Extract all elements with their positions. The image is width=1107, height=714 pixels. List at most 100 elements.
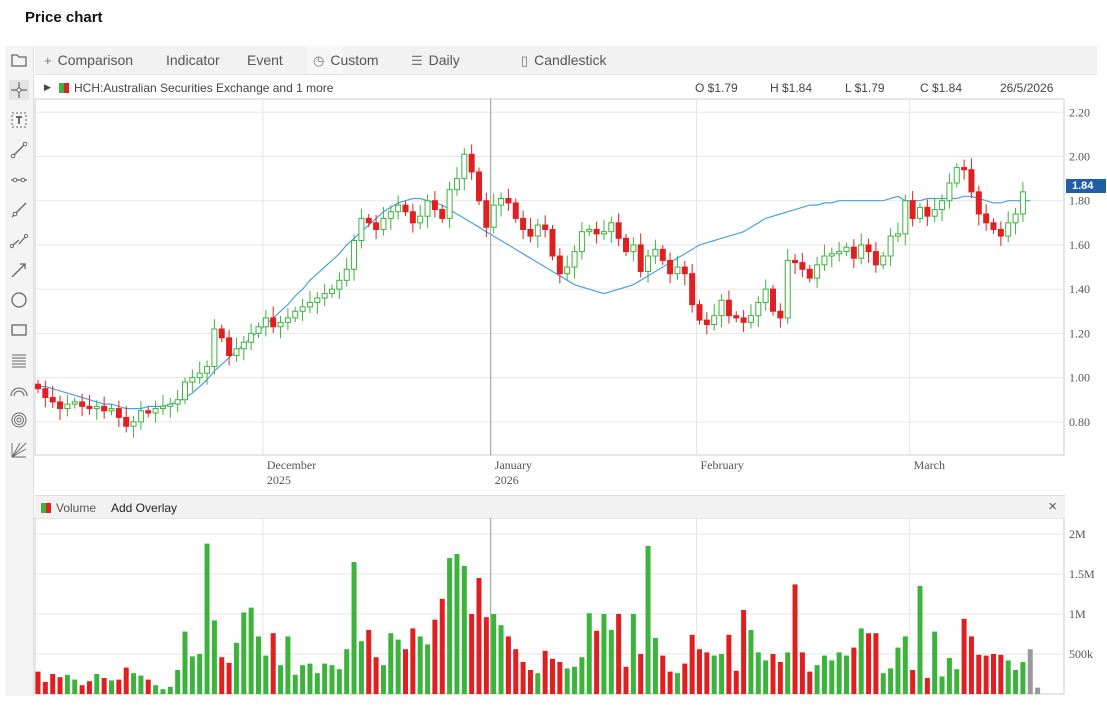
volume-bar [483,617,489,694]
candle-body [277,321,284,328]
candle-body [542,224,549,230]
text-tool-icon[interactable] [9,110,29,130]
candle-body [578,231,585,253]
y-tick-label: 1.20 [1069,326,1090,340]
interval-daily-button[interactable]: ☰ Daily [411,46,460,74]
candle-body [534,224,541,237]
x-tick-label: February [701,458,744,472]
candle-body [373,222,380,230]
ray-line-icon[interactable] [9,200,29,220]
crosshair-icon[interactable] [9,80,29,100]
candle-body [336,279,343,290]
volume-bar [741,610,747,694]
clock-icon: ◷ [313,53,325,68]
chart-type-button[interactable]: ▯ Candlestick [521,46,607,74]
fibonacci-retracement-icon[interactable] [9,350,29,370]
volume-bar [145,679,151,694]
volume-bar [439,598,445,694]
volume-bar [520,662,526,694]
candle-body [270,317,277,328]
horizontal-line-icon[interactable] [9,170,29,190]
volume-bar [660,655,666,694]
add-overlay-button[interactable]: Add Overlay [111,501,178,515]
volume-bar [792,584,798,694]
candle-body [35,383,41,390]
candle-body [784,259,791,319]
moving-average-line [38,195,1031,410]
candle-body [365,217,372,224]
volume-bar [755,652,761,694]
volume-bar [447,558,453,694]
volume-bar [616,614,622,694]
fibonacci-arc-icon[interactable] [9,380,29,400]
candle-body [718,299,725,317]
candle-body [218,328,225,339]
x-tick-year-label: 2026 [495,473,519,487]
symbol-label[interactable]: HCH:Australian Securities Exchange and 1… [59,81,333,95]
candle-body [145,410,152,414]
volume-bar [403,649,408,694]
volume-bar [954,669,960,694]
candle-body [123,416,130,427]
volume-bar [307,663,313,694]
volume-bar [763,660,769,694]
volume-bar [550,658,555,694]
close-volume-panel-icon[interactable]: × [1048,498,1057,515]
volume-bar [204,543,210,694]
candle-body [1019,191,1026,215]
volume-bar [278,665,284,694]
toolbar-divider [307,46,343,74]
line-segment-icon[interactable] [9,140,29,160]
candle-body [402,204,409,213]
volume-tick-label: 500k [1069,647,1093,661]
volume-label[interactable]: Volume [41,501,96,515]
gann-fan-icon[interactable] [9,440,29,460]
candle-body [968,169,975,193]
fibonacci-circle-icon[interactable] [9,410,29,430]
candle-body [101,405,108,412]
volume-bar [829,660,835,694]
volume-bar [505,636,511,694]
candle-body [395,204,402,213]
expand-triangle-icon[interactable]: ▶ [44,82,51,92]
open-value: O $1.79 [695,81,738,95]
circle-icon[interactable] [9,290,29,310]
rectangle-icon[interactable] [9,320,29,340]
candle-body [674,266,681,275]
comparison-button[interactable]: + Comparison [44,46,133,74]
candle-body [292,310,299,319]
arrow-line-icon[interactable] [9,260,29,280]
candle-body [329,288,335,295]
candle-body [645,255,652,272]
volume-bar [572,666,578,694]
volume-bar [991,654,996,694]
candle-body [42,388,49,399]
candle-body [446,189,453,219]
candle-body [917,206,923,219]
candle-body [777,310,784,319]
candle-body [461,153,468,180]
parallel-channel-icon[interactable] [9,230,29,250]
candle-body [255,326,262,334]
candle-body [424,200,431,217]
volume-bar [638,654,644,694]
folder-icon[interactable] [9,50,29,70]
custom-range-button[interactable]: ◷ Custom [313,46,379,74]
candle-body [182,381,188,401]
candle-body [196,372,203,379]
candle-body [453,178,460,191]
volume-bar [630,614,636,694]
candle-body [306,301,313,308]
volume-bar [711,655,717,694]
y-tick-label: 0.80 [1069,415,1090,429]
volume-bar [366,630,372,694]
indicator-button[interactable]: Indicator [166,52,220,68]
candle-body [983,213,990,224]
price-plot-area [34,98,1065,456]
volume-bar [211,620,217,694]
candle-body [167,403,174,407]
volume-bar [697,649,702,694]
candle-body [608,222,615,233]
event-button[interactable]: Event [247,52,283,68]
